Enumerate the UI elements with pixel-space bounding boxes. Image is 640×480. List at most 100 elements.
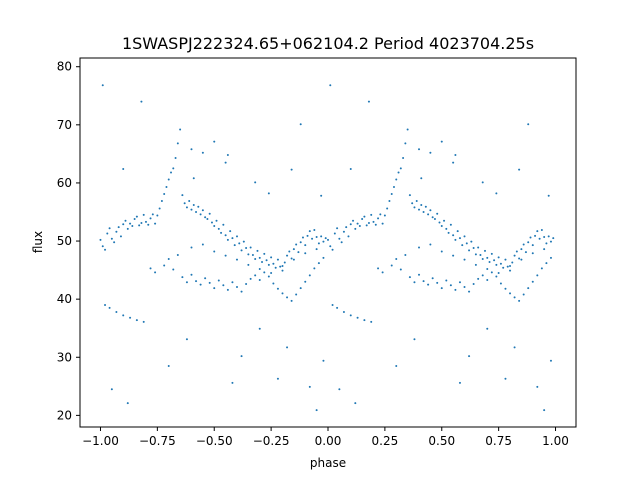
y-tick-label: 20: [57, 408, 72, 422]
data-point: [329, 245, 332, 248]
data-point: [201, 209, 204, 212]
data-point: [545, 262, 548, 265]
data-point: [311, 237, 314, 240]
data-point: [458, 237, 461, 240]
data-point: [249, 246, 252, 249]
data-point: [345, 226, 348, 229]
data-point: [463, 285, 466, 288]
data-point: [295, 293, 298, 296]
data-point: [322, 256, 325, 259]
data-point: [518, 299, 521, 302]
data-point: [486, 327, 489, 330]
data-point: [126, 402, 129, 405]
data-point: [538, 237, 541, 240]
data-point: [224, 254, 227, 257]
data-point: [481, 258, 484, 261]
data-point: [308, 385, 311, 388]
data-point: [101, 245, 104, 248]
data-point: [536, 274, 539, 277]
y-tick-label: 50: [57, 234, 72, 248]
data-point: [256, 249, 259, 252]
data-point: [354, 402, 357, 405]
data-point: [201, 151, 204, 154]
x-tick-label: 0.00: [315, 434, 342, 448]
data-point: [117, 226, 120, 229]
x-axis-label: phase: [310, 456, 346, 470]
data-point: [226, 288, 229, 291]
data-point: [531, 280, 534, 283]
data-point: [540, 267, 543, 270]
data-point: [390, 264, 393, 267]
data-point: [119, 235, 122, 238]
data-point: [122, 314, 125, 317]
data-point: [436, 212, 439, 215]
data-point: [483, 249, 486, 252]
data-point: [217, 227, 220, 230]
data-point: [181, 194, 184, 197]
data-point: [315, 409, 318, 412]
data-point: [206, 217, 209, 220]
data-point: [381, 222, 384, 225]
data-point: [418, 246, 421, 249]
data-point: [386, 207, 389, 210]
data-point: [295, 243, 298, 246]
data-point: [534, 234, 537, 237]
data-point: [370, 213, 373, 216]
data-point: [315, 235, 318, 238]
data-point: [418, 208, 421, 211]
data-point: [163, 264, 166, 267]
data-point: [292, 248, 295, 251]
data-point: [286, 296, 289, 299]
chart-title: 1SWASPJ222324.65+062104.2 Period 4023704…: [122, 34, 534, 53]
data-point: [317, 242, 320, 245]
y-tick-label: 40: [57, 292, 72, 306]
data-point: [365, 224, 368, 227]
x-tick-label: 1.00: [542, 434, 569, 448]
data-point: [513, 254, 516, 257]
data-point: [497, 256, 500, 259]
data-point: [235, 285, 238, 288]
x-tick-label: −1.00: [82, 434, 119, 448]
data-point: [481, 274, 484, 277]
data-point: [235, 235, 238, 238]
data-point: [443, 219, 446, 222]
data-point: [518, 257, 521, 260]
data-point: [497, 272, 500, 275]
data-point: [315, 248, 318, 251]
data-point: [131, 224, 134, 227]
data-point: [372, 220, 375, 223]
y-tick-label: 60: [57, 176, 72, 190]
data-point: [313, 267, 316, 270]
data-point: [477, 246, 480, 249]
data-point: [176, 142, 179, 145]
data-point: [449, 284, 452, 287]
data-point: [408, 276, 411, 279]
data-point: [413, 206, 416, 209]
data-point: [363, 319, 366, 322]
data-point: [452, 254, 455, 257]
data-point: [445, 227, 448, 230]
data-point: [185, 281, 188, 284]
data-point: [322, 240, 325, 243]
data-point: [486, 267, 489, 270]
data-point: [154, 271, 157, 274]
y-tick-label: 70: [57, 118, 72, 132]
data-point: [527, 287, 530, 290]
data-point: [113, 241, 116, 244]
data-point: [331, 248, 334, 251]
data-point: [247, 253, 250, 256]
data-point: [190, 208, 193, 211]
data-point: [306, 234, 309, 237]
data-point: [122, 167, 125, 170]
data-point: [226, 154, 229, 157]
data-point: [267, 275, 270, 278]
data-point: [281, 269, 284, 272]
data-point: [395, 364, 398, 367]
data-point: [504, 377, 507, 380]
data-point: [247, 263, 250, 266]
data-point: [504, 287, 507, 290]
data-point: [527, 123, 530, 126]
data-point: [190, 273, 193, 276]
data-point: [267, 263, 270, 266]
x-tick-label: 0.75: [485, 434, 512, 448]
